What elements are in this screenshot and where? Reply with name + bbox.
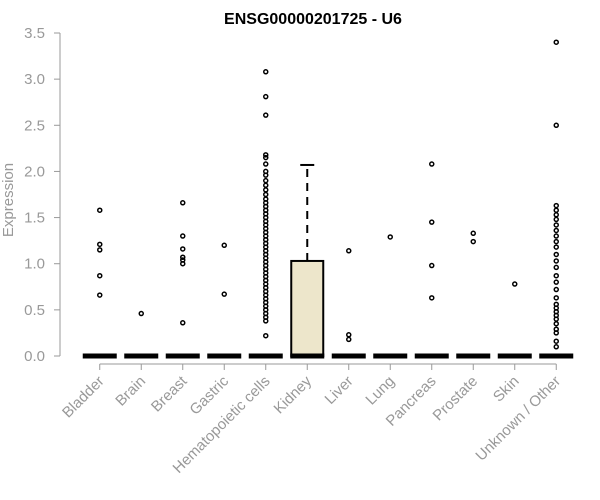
- outlier-point: [553, 251, 559, 258]
- outlier-point: [470, 230, 476, 237]
- outlier-point: [263, 177, 269, 184]
- y-tick-label: 2.5: [24, 117, 45, 134]
- outlier-point: [553, 316, 559, 322]
- y-tick-label: 3.0: [24, 71, 45, 88]
- box-bladder: [82, 207, 117, 359]
- outlier-point: [263, 161, 269, 167]
- outlier-point: [553, 272, 559, 279]
- outlier-point: [553, 122, 559, 129]
- outlier-point: [346, 248, 352, 254]
- outlier-point: [553, 264, 559, 271]
- outlier-point: [263, 69, 269, 75]
- box-brain: [124, 310, 159, 359]
- outlier-point: [221, 242, 227, 249]
- outlier-point: [553, 202, 559, 209]
- outlier-point: [180, 233, 186, 239]
- outlier-point: [553, 212, 559, 218]
- box-kidney: [290, 163, 325, 359]
- outlier-point: [263, 332, 269, 339]
- outlier-point: [553, 244, 559, 250]
- x-tick-label: Bladder: [59, 373, 108, 422]
- outlier-point: [221, 291, 227, 297]
- boxes-layer: [82, 39, 574, 359]
- outlier-point: [138, 310, 144, 317]
- outlier-point: [180, 320, 186, 326]
- outlier-point: [263, 152, 269, 158]
- outlier-point: [263, 93, 269, 100]
- outlier-point: [553, 238, 559, 245]
- outlier-point: [97, 272, 103, 279]
- box-lung: [373, 234, 408, 359]
- outlier-point: [180, 200, 186, 206]
- outlier-point: [553, 320, 559, 327]
- outlier-point: [97, 207, 103, 213]
- y-tick-label: 0.0: [24, 348, 45, 365]
- x-tick-label: Breast: [148, 372, 191, 415]
- outlier-point: [429, 161, 435, 167]
- outlier-point: [553, 216, 559, 223]
- outlier-point: [553, 258, 559, 264]
- outlier-point: [263, 318, 269, 324]
- outlier-point: [553, 286, 559, 293]
- x-tick-label: Prostate: [430, 373, 482, 425]
- outlier-point: [97, 292, 103, 298]
- box-liver: [331, 248, 366, 359]
- x-tick-label: Brain: [112, 373, 149, 410]
- box-skin: [497, 281, 532, 359]
- outlier-point: [263, 187, 269, 193]
- outlier-point: [180, 260, 186, 267]
- box-iqr: [290, 259, 325, 357]
- outlier-point: [553, 279, 559, 285]
- box-prostate: [456, 230, 491, 359]
- box-hematopoietic-cells: [248, 69, 283, 359]
- outlier-point: [429, 219, 435, 225]
- outlier-point: [512, 281, 518, 287]
- outlier-point: [470, 238, 476, 245]
- y-tick-label: 0.5: [24, 302, 45, 319]
- box-pancreas: [414, 161, 449, 359]
- outlier-point: [429, 262, 435, 269]
- outlier-point: [97, 247, 103, 253]
- outlier-point: [263, 112, 269, 118]
- outlier-point: [553, 233, 559, 239]
- outlier-point: [263, 172, 269, 178]
- box-gastric: [207, 242, 242, 359]
- outlier-point: [553, 295, 559, 301]
- outlier-point: [553, 207, 559, 213]
- outlier-point: [553, 227, 559, 234]
- outlier-point: [553, 39, 559, 45]
- y-tick-label: 1.0: [24, 256, 45, 273]
- x-tick-label: Kidney: [271, 372, 316, 417]
- outlier-point: [553, 338, 559, 344]
- y-tick-label: 1.5: [24, 210, 45, 227]
- outlier-point: [387, 234, 393, 240]
- y-tick-label: 2.0: [24, 163, 45, 180]
- y-tick-label: 3.5: [24, 25, 45, 42]
- outlier-point: [346, 336, 352, 343]
- outlier-point: [553, 344, 559, 350]
- outlier-point: [263, 191, 269, 198]
- x-tick-label: Lung: [362, 373, 398, 409]
- box-breast: [165, 200, 200, 359]
- y-axis-label: Expression: [0, 163, 17, 237]
- outlier-point: [429, 295, 435, 301]
- outlier-point: [553, 330, 559, 336]
- outlier-point: [263, 182, 269, 189]
- outlier-point: [553, 222, 559, 228]
- x-tick-label: Skin: [490, 373, 523, 406]
- outlier-point: [97, 241, 103, 248]
- chart-title: ENSG00000201725 - U6: [224, 11, 402, 28]
- y-axis: 0.0 0.5 1.0 1.5 2.0 2.5 3.0 3.5: [24, 25, 61, 365]
- outlier-point: [346, 332, 352, 338]
- outlier-point: [180, 254, 186, 261]
- outlier-point: [180, 246, 186, 252]
- x-tick-label: Liver: [322, 373, 357, 408]
- box-unknown-other: [539, 39, 574, 359]
- outlier-point: [263, 154, 269, 161]
